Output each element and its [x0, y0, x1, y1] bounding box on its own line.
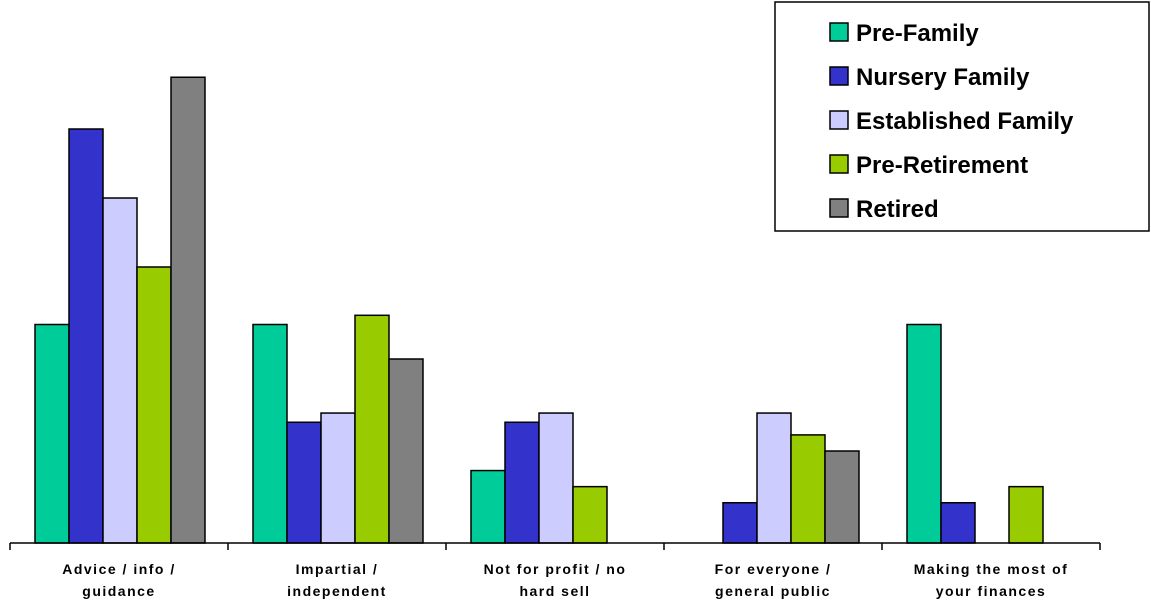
bar-2-3 — [756, 412, 792, 544]
legend-swatch-3 — [829, 154, 849, 174]
bar-1-3 — [722, 502, 758, 544]
bar-3-2 — [572, 485, 608, 544]
bar-4-1 — [388, 358, 424, 544]
bar-1-1 — [286, 421, 322, 544]
category-label-2-1: hard sell — [519, 583, 590, 599]
bar-4-3 — [824, 450, 860, 544]
bar-0-0 — [34, 323, 70, 544]
legend: Pre-Family Nursery Family Established Fami… — [774, 1, 1150, 232]
category-label-4-0: Making the most of — [914, 561, 1069, 577]
bar-0-1 — [252, 323, 288, 544]
bar-0-2 — [470, 469, 506, 544]
legend-label-3: Pre-Retirement — [856, 152, 1028, 179]
legend-label-4: Retired — [856, 196, 939, 223]
category-label-0-1: guidance — [82, 583, 155, 599]
bar-3-1 — [354, 314, 390, 544]
bar-0-4 — [906, 323, 942, 544]
bar-4-0 — [170, 76, 206, 544]
legend-label-0: Pre-Family — [856, 20, 979, 47]
category-label-2-0: Not for profit / no — [484, 561, 627, 577]
category-label-4-1: your finances — [936, 583, 1047, 599]
bar-1-4 — [940, 502, 976, 544]
legend-label-2: Established Family — [856, 108, 1074, 135]
legend-swatch-1 — [829, 66, 849, 86]
legend-label-1: Nursery Family — [856, 64, 1030, 91]
category-label-3-0: For everyone / — [715, 561, 832, 577]
category-label-3-1: general public — [715, 583, 831, 599]
legend-swatch-0 — [829, 22, 849, 42]
legend-swatch-2 — [829, 110, 849, 130]
category-labels: Advice / info / guidance Impartial / indepe… — [62, 561, 1069, 599]
category-label-0-0: Advice / info / — [62, 561, 176, 577]
bar-2-0 — [102, 197, 138, 544]
legend-swatch-4 — [829, 198, 849, 218]
bar-2-2 — [538, 412, 574, 544]
bars-group — [34, 76, 1044, 544]
bar-3-3 — [790, 434, 826, 544]
bar-3-0 — [136, 266, 172, 544]
category-label-1-1: independent — [287, 583, 387, 599]
x-axis — [9, 542, 1101, 550]
bar-1-0 — [68, 128, 104, 544]
bar-1-2 — [504, 421, 540, 544]
bar-2-1 — [320, 412, 356, 544]
category-label-1-0: Impartial / — [296, 561, 379, 577]
bar-3-4 — [1008, 485, 1044, 544]
